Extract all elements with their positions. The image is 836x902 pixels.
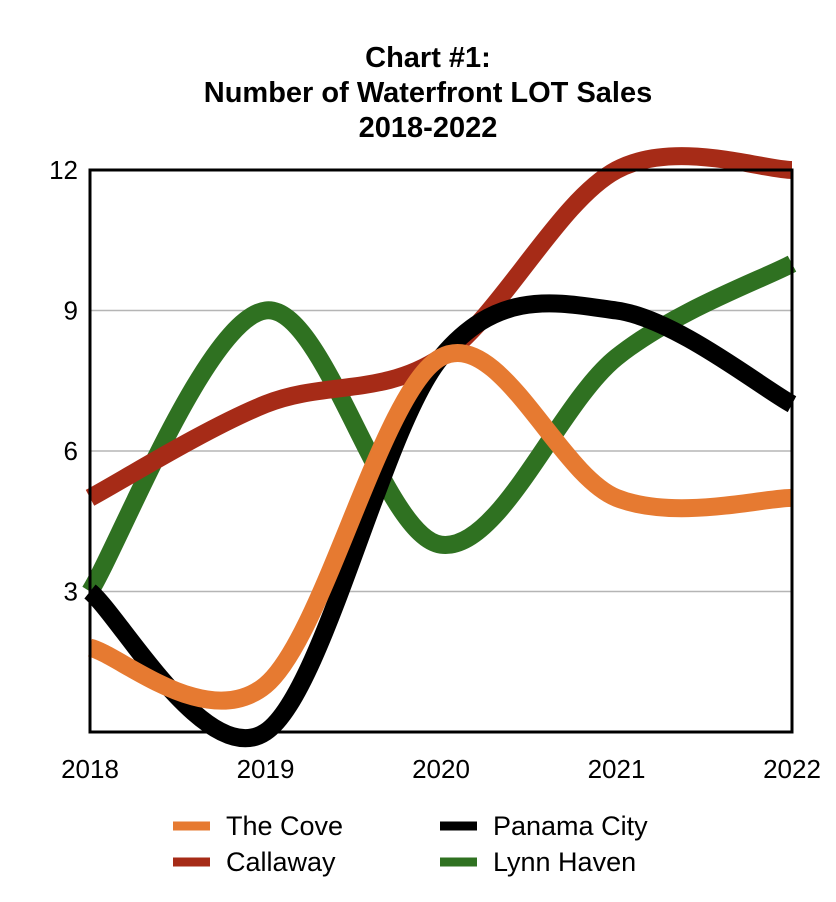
y-tick-label: 9 (64, 296, 78, 326)
legend: The Cove Panama City Callaway Lynn Haven (173, 811, 648, 877)
y-axis: 3 6 9 12 (49, 155, 78, 607)
series-lines (82, 147, 797, 748)
series-line-lynn-haven (82, 255, 797, 597)
x-tick-label: 2022 (763, 754, 821, 784)
x-tick-label: 2020 (412, 754, 470, 784)
chart-title-line-1: Chart #1: (365, 42, 491, 74)
x-tick-label: 2018 (61, 754, 119, 784)
plot-frame (88, 168, 794, 734)
y-tick-label: 6 (64, 436, 78, 466)
series-line-the-cove (87, 344, 793, 710)
series-line-callaway (85, 147, 793, 506)
y-tick-label: 12 (49, 155, 78, 185)
x-tick-label: 2021 (588, 754, 646, 784)
legend-label: Callaway (226, 847, 336, 877)
chart-title-line-3: 2018-2022 (359, 112, 498, 144)
legend-label: Lynn Haven (493, 847, 636, 877)
x-tick-label: 2019 (237, 754, 295, 784)
legend-label: Panama City (493, 811, 648, 841)
y-tick-label: 3 (64, 577, 78, 607)
x-axis: 2018 2019 2020 2021 2022 (61, 754, 821, 784)
chart-title-line-2: Number of Waterfront LOT Sales (204, 77, 652, 109)
legend-label: The Cove (226, 811, 343, 841)
